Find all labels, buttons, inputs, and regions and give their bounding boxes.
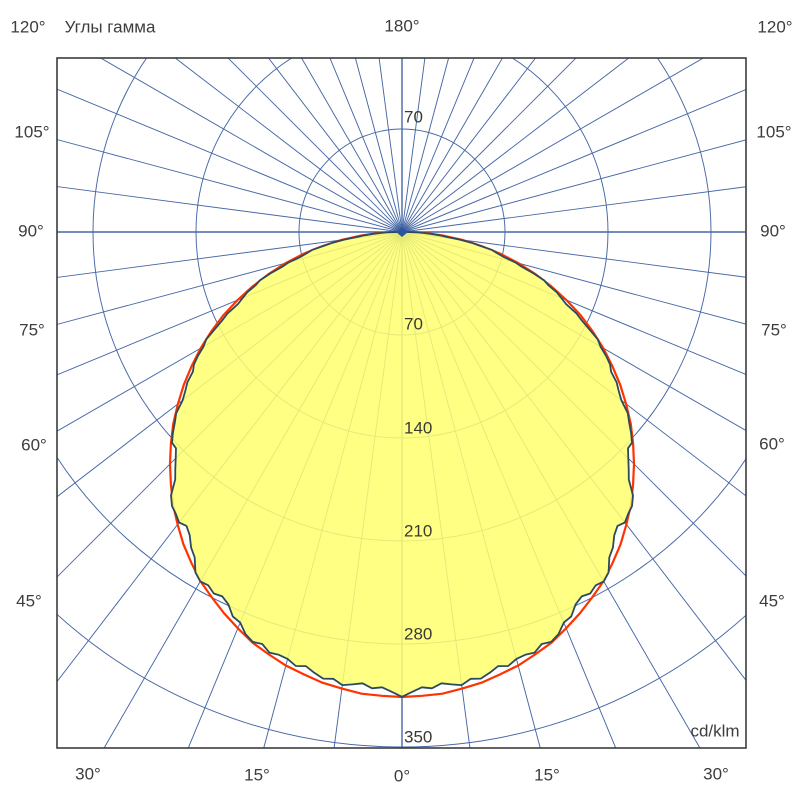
radial-tick-70-upper: 70 [404,107,423,127]
angle-label-45-right: 45° [759,591,785,611]
angle-label-120-top-left: 120° [10,17,46,37]
angle-label-90-left: 90° [18,221,44,241]
angle-label-15-bottom-right: 15° [534,765,560,785]
angle-label-180-top: 180° [384,16,420,36]
angle-label-60-right: 60° [759,434,785,454]
angle-label-15-bottom-left: 15° [244,765,270,785]
angle-label-30-bottom-right: 30° [703,764,729,784]
angle-label-75-right: 75° [761,320,787,340]
radial-tick-140: 140 [404,418,433,438]
radial-tick-280: 280 [404,624,433,644]
angle-label-30-bottom-left: 30° [75,764,101,784]
angle-label-90-right: 90° [760,221,786,241]
angle-label-105-left: 105° [14,122,50,142]
pole-marker-icon [396,227,408,237]
radial-tick-350: 350 [404,727,433,747]
angle-label-45-left: 45° [16,591,42,611]
radial-tick-210: 210 [404,521,433,541]
plot-box-border [56,57,747,749]
angle-label-120-top-right: 120° [757,17,793,37]
angle-label-75-left: 75° [19,320,45,340]
radial-tick-70: 70 [404,314,423,334]
curve-yellow-fill [171,232,633,697]
angle-label-105-right: 105° [756,122,792,142]
chart-title: Углы гамма [64,17,156,37]
unit-label: cd/klm [690,721,740,741]
angle-label-60-left: 60° [21,435,47,455]
curve-c90-blue [170,231,634,698]
angle-label-0-bottom: 0° [393,766,411,786]
